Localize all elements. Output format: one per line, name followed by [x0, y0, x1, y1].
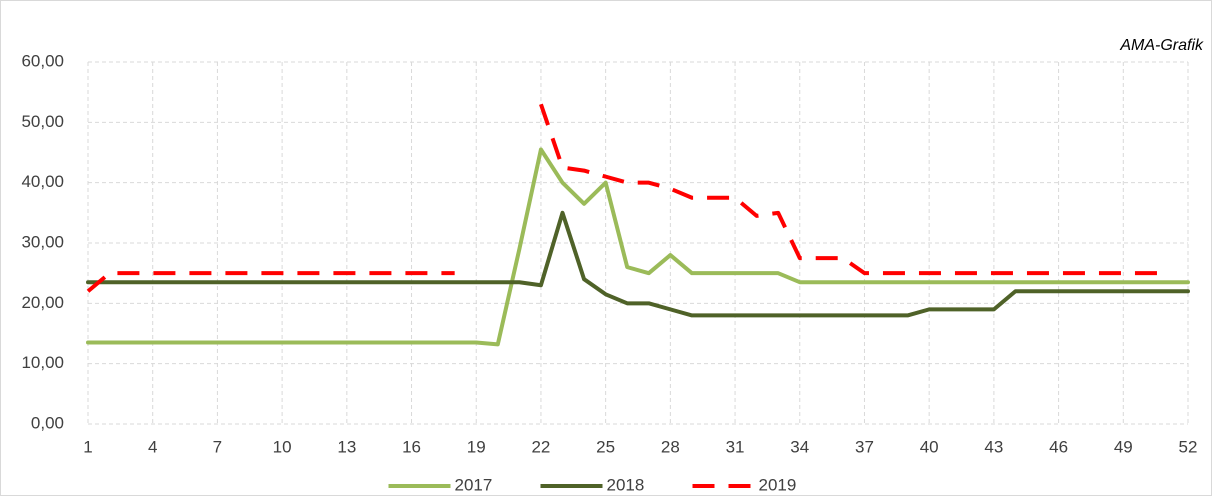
- x-tick-label: 16: [402, 437, 421, 456]
- y-tick-label: 0,00: [31, 413, 64, 432]
- x-tick-label: 49: [1114, 437, 1133, 456]
- annotation: AMA-Grafik: [1119, 37, 1204, 54]
- x-tick-label: 4: [148, 437, 157, 456]
- x-tick-label: 52: [1179, 437, 1198, 456]
- x-tick-label: 10: [273, 437, 292, 456]
- x-tick-label: 43: [984, 437, 1003, 456]
- y-tick-label: 60,00: [21, 51, 64, 70]
- x-tick-label: 19: [467, 437, 486, 456]
- legend-label: 2019: [759, 475, 797, 494]
- legend-label: 2017: [455, 475, 493, 494]
- x-tick-label: 28: [661, 437, 680, 456]
- y-tick-label: 50,00: [21, 112, 64, 131]
- legend-label: 2018: [607, 475, 645, 494]
- x-tick-label: 7: [213, 437, 222, 456]
- x-tick-label: 46: [1049, 437, 1068, 456]
- x-tick-label: 25: [596, 437, 615, 456]
- x-tick-label: 22: [531, 437, 550, 456]
- y-tick-label: 40,00: [21, 172, 64, 191]
- x-tick-label: 13: [337, 437, 356, 456]
- x-tick-label: 31: [726, 437, 745, 456]
- y-tick-label: 20,00: [21, 293, 64, 312]
- x-tick-label: 1: [83, 437, 92, 456]
- x-tick-label: 37: [855, 437, 874, 456]
- x-tick-label: 34: [790, 437, 809, 456]
- y-tick-label: 10,00: [21, 353, 64, 372]
- series-line: [86, 103, 1167, 293]
- series-line: [86, 210, 1190, 318]
- x-tick-label: 40: [920, 437, 939, 456]
- y-tick-label: 30,00: [21, 232, 64, 251]
- series-line: [86, 147, 1190, 347]
